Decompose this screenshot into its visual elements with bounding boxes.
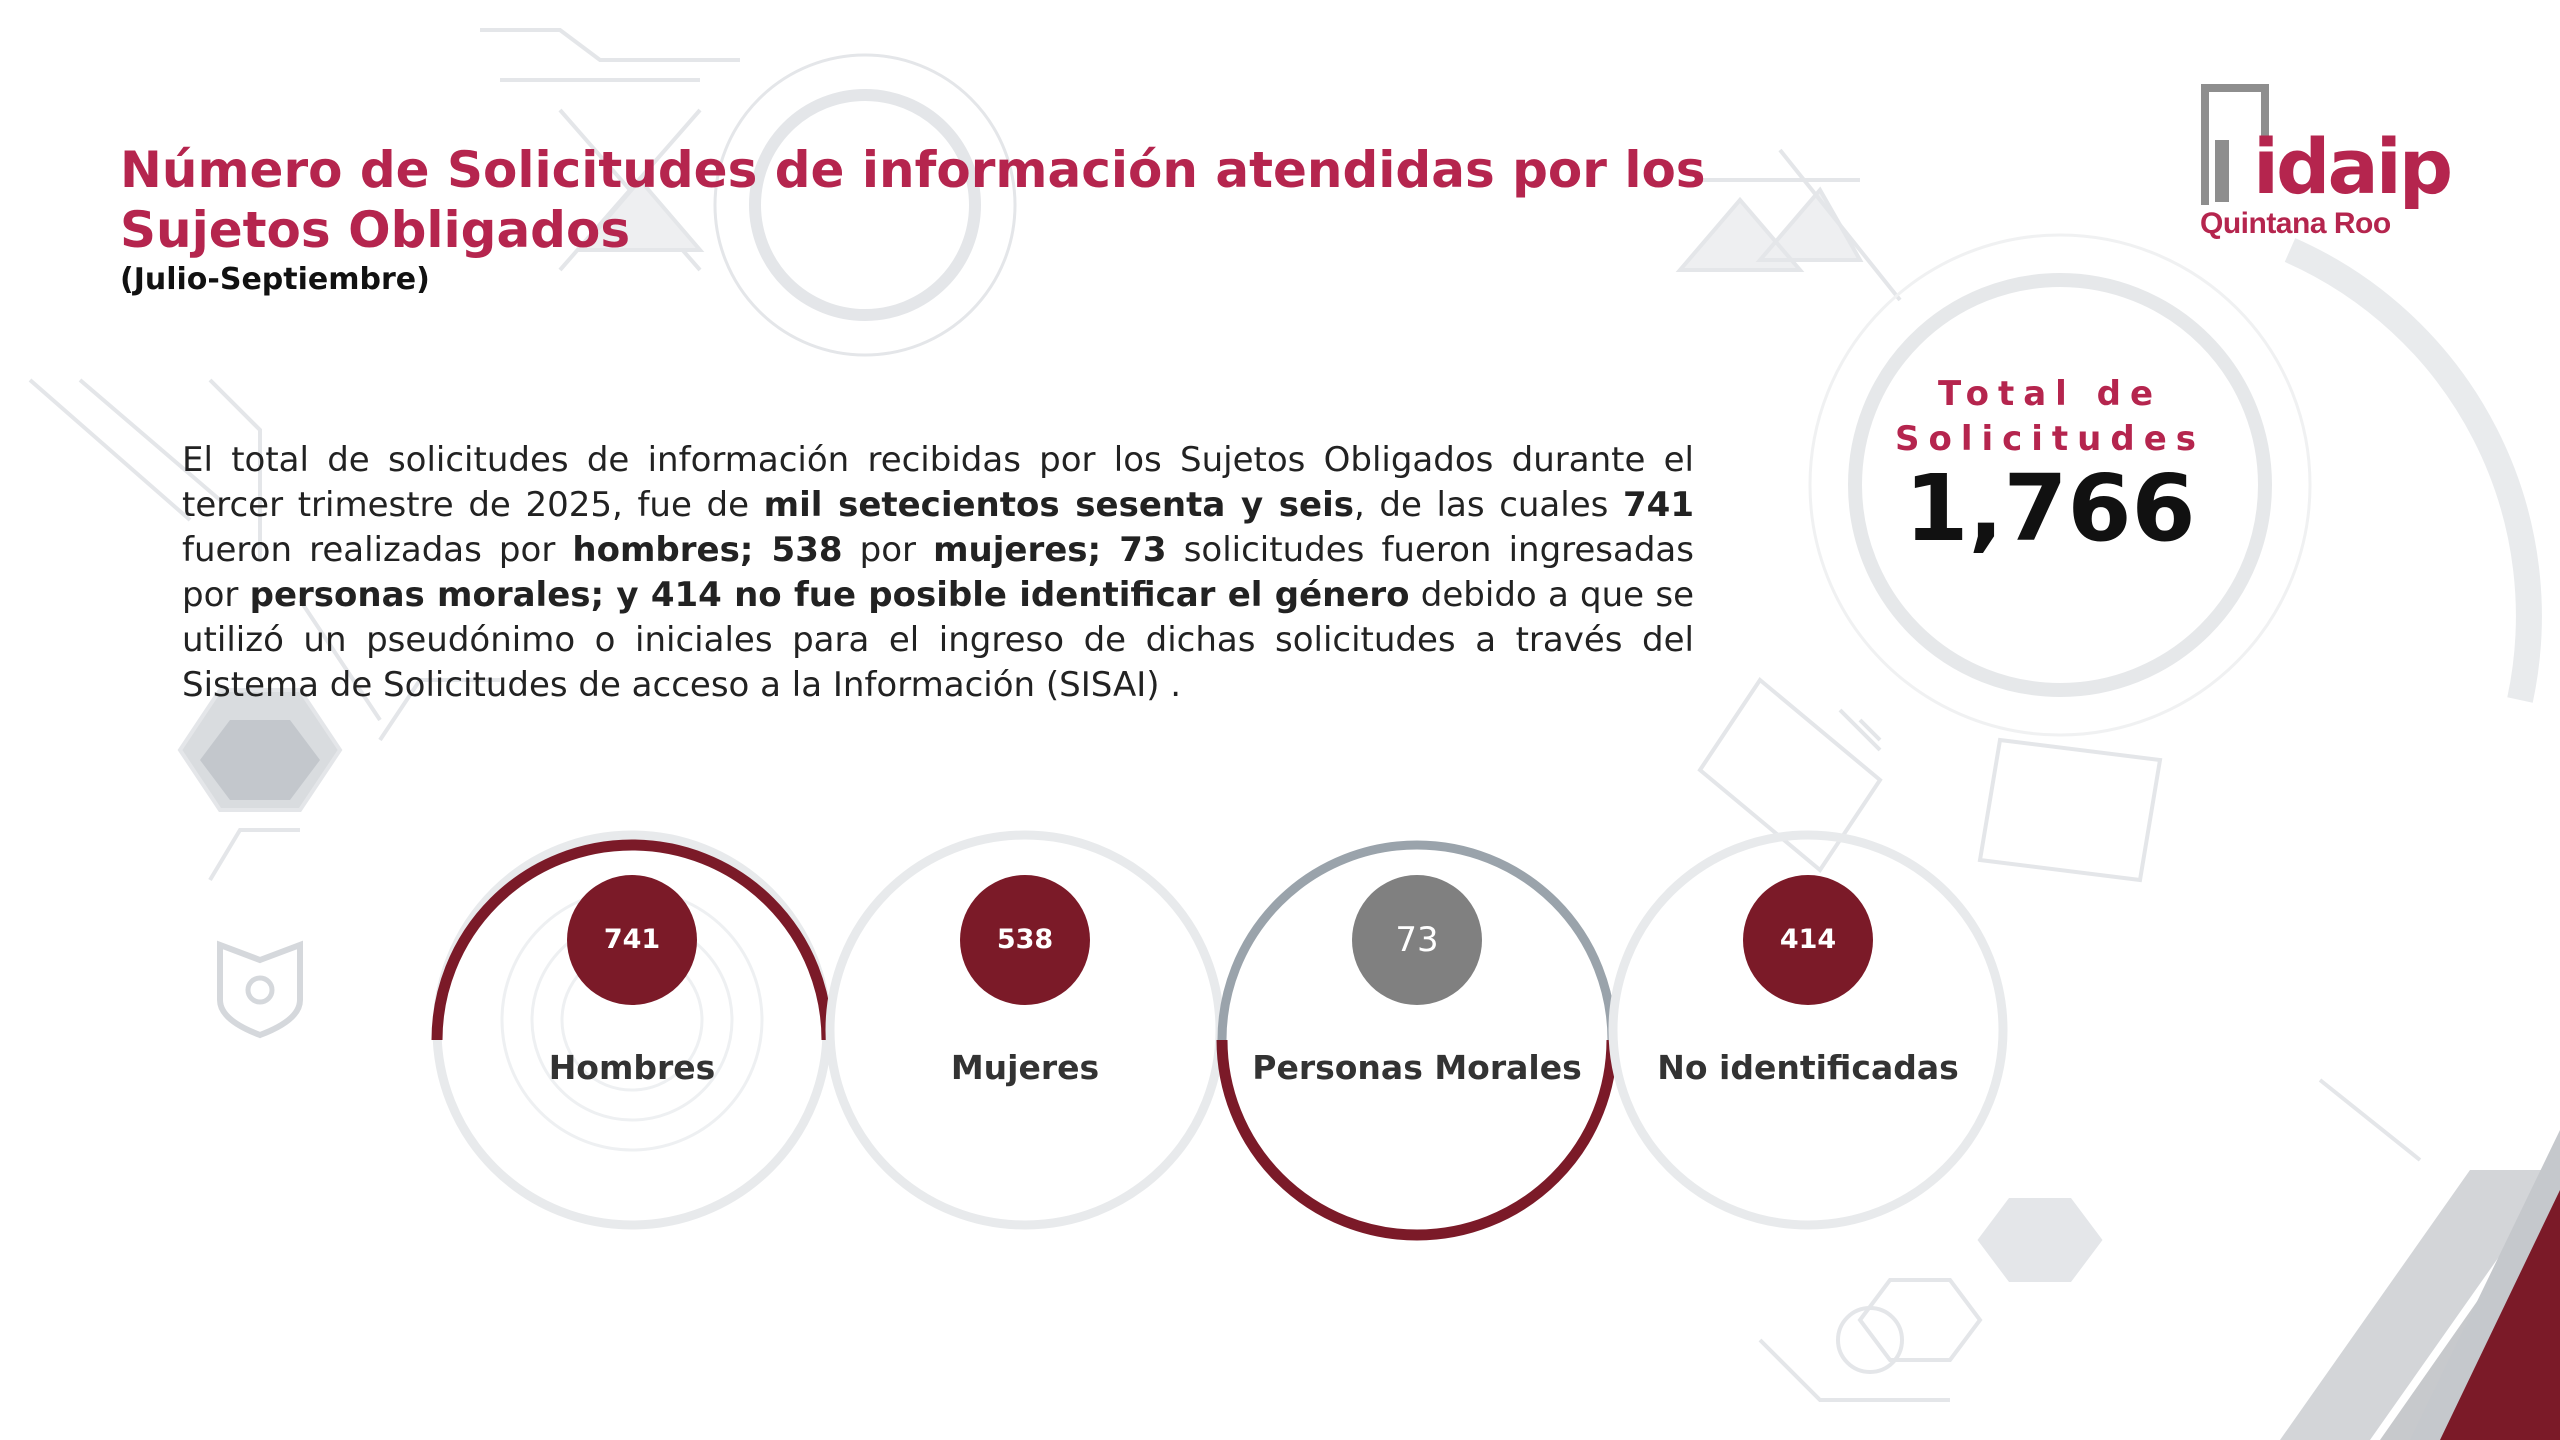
total-value: 1,766: [1904, 455, 2196, 562]
category-label: Hombres: [548, 1048, 716, 1087]
category-no-identificadas: 414 No identificadas: [1608, 830, 2008, 1230]
category-value-badge: 73: [1352, 875, 1482, 1005]
category-hombres: 741 Hombres: [432, 830, 832, 1230]
category-personas-morales: 73 Personas Morales: [1217, 830, 1617, 1230]
category-value-badge: 538: [960, 875, 1090, 1005]
category-label: Personas Morales: [1252, 1048, 1582, 1087]
summary-paragraph: El total de solicitudes de información r…: [182, 440, 1694, 705]
page-title: Número de Solicitudes de información ate…: [120, 141, 1706, 259]
category-mujeres: 538 Mujeres: [825, 830, 1225, 1230]
category-value-badge: 741: [567, 875, 697, 1005]
total-label: Total de Solicitudes: [1894, 374, 2206, 459]
category-label: Mujeres: [950, 1048, 1100, 1087]
period-subtitle: (Julio-Septiembre): [120, 262, 430, 297]
logo-word: idaip: [2253, 122, 2453, 211]
category-label: No identificadas: [1657, 1048, 1959, 1087]
category-value-badge: 414: [1743, 875, 1873, 1005]
idaip-logo: idaip Quintana Roo: [2195, 80, 2455, 250]
logo-frame-icon: [2201, 84, 2269, 205]
logo-subtitle: Quintana Roo: [2200, 207, 2391, 240]
